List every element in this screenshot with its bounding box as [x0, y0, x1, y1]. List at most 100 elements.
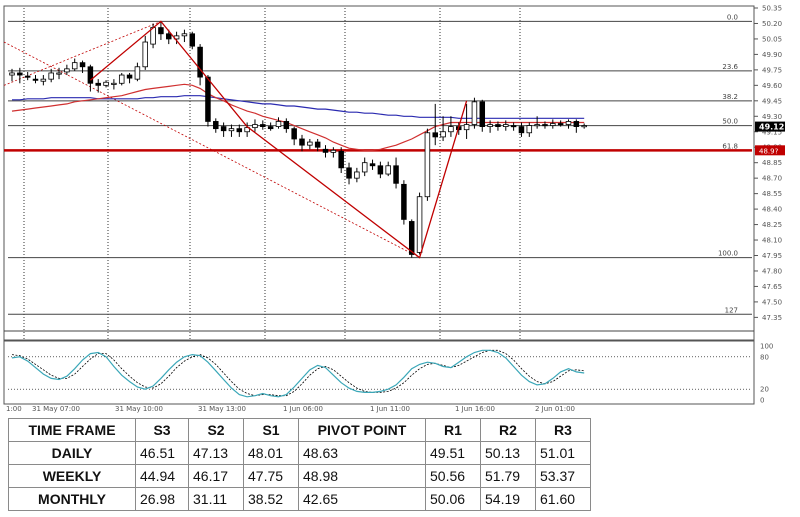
candle-body [495, 124, 501, 127]
candle-body [573, 121, 580, 127]
candle-body [24, 75, 31, 78]
candle-body [244, 127, 250, 133]
zigzag-line [89, 20, 468, 259]
candle [440, 116, 446, 142]
header-r2: R2 [480, 418, 536, 442]
candle-body [103, 81, 109, 86]
candle [56, 67, 62, 80]
candle [220, 122, 227, 137]
fib-level-label: 0.0 [727, 13, 738, 21]
price-tick-label: 47.50 [762, 298, 782, 306]
table-cell: 46.51 [135, 441, 189, 465]
candle [322, 145, 329, 158]
candle-body [534, 124, 540, 127]
candle-body [79, 62, 86, 68]
candle [166, 29, 172, 45]
price-tick-label: 47.80 [762, 267, 782, 275]
candle-body [369, 163, 376, 167]
price-axis: 50.35 50.20 50.05 49.90 49.75 49.60 49.45 49.30… [754, 5, 785, 322]
candle [252, 119, 258, 132]
candle-body [510, 125, 517, 128]
fib-level-label: 61.8 [722, 142, 738, 150]
fib-level-label: 127 [725, 306, 738, 314]
price-tick-label: 49.30 [762, 113, 782, 121]
candle [48, 68, 54, 83]
candle [189, 31, 196, 50]
time-axis: 1:00 31 May 07:00 31 May 10:00 31 May 13:00… [6, 405, 575, 413]
header-r1: R1 [425, 418, 481, 442]
table-cell: 50.56 [425, 464, 481, 488]
candle-body [166, 33, 172, 40]
candle [377, 161, 384, 179]
candle [9, 68, 15, 82]
candle-body [236, 128, 243, 133]
candle [416, 192, 423, 255]
time-tick-label: 31 May 07:00 [32, 405, 80, 413]
candle [369, 159, 376, 170]
candle [275, 117, 282, 129]
header-s3: S3 [135, 418, 189, 442]
candle-body [565, 121, 572, 125]
candle-body [503, 124, 509, 127]
candle-body [471, 101, 478, 125]
candle [118, 72, 125, 86]
candle-body [64, 68, 70, 73]
table-cell: 49.51 [425, 441, 481, 465]
candle-body [440, 131, 446, 138]
candle [503, 120, 509, 131]
candle-body [557, 123, 564, 126]
candle-body [393, 165, 399, 184]
time-tick-label: 1 Jun 06:00 [283, 405, 323, 413]
fib-level-label: 50.0 [722, 118, 738, 126]
candlesticks [9, 21, 587, 258]
candle-body [252, 124, 258, 129]
stoch-signal-line [11, 349, 585, 397]
table-cell: 61.60 [535, 487, 591, 511]
price-tick-label: 50.20 [762, 20, 782, 28]
stoch-tick-label: 20 [760, 386, 769, 394]
candle [526, 122, 533, 137]
candle [299, 134, 305, 152]
candle-body [118, 74, 125, 84]
candle-body [322, 148, 329, 153]
candle [291, 126, 297, 146]
price-tick-label: 49.90 [762, 51, 782, 59]
table-cell: 44.94 [135, 464, 189, 488]
candle-body [550, 123, 556, 126]
candle [142, 35, 148, 70]
table-cell: 51.01 [535, 441, 591, 465]
current-price-marker [755, 121, 785, 132]
candle [401, 180, 407, 225]
table-cell: 48.63 [298, 441, 426, 465]
moving-average-blue [12, 95, 585, 119]
candle-body [463, 124, 470, 131]
candle-body [314, 141, 321, 148]
candle-body [267, 126, 274, 130]
candle-body [338, 150, 344, 169]
candle [393, 157, 399, 189]
candle-body [299, 138, 305, 146]
stoch-tick-label: 80 [760, 353, 769, 361]
candle [24, 71, 31, 81]
candle-body [95, 82, 101, 86]
candle-body [487, 124, 493, 127]
header-pivot-point: PIVOT POINT [298, 418, 426, 442]
candle-body [526, 125, 533, 134]
candle [17, 67, 23, 84]
price-tick-label: 48.10 [762, 237, 782, 245]
table-cell: 26.98 [135, 487, 189, 511]
stochastic-oscillator: 100 80 20 0 [8, 343, 773, 405]
candle [448, 116, 454, 137]
candle [267, 122, 274, 131]
stoch-main-line [11, 349, 585, 398]
table-cell: 50.06 [425, 487, 481, 511]
candle [330, 147, 337, 158]
price-tick-label: 48.25 [762, 221, 782, 229]
candle-body [197, 46, 203, 78]
price-tick-label: 49.45 [762, 97, 782, 105]
candle [510, 122, 517, 131]
price-tick-label: 47.65 [762, 283, 782, 291]
candle [479, 99, 486, 132]
price-tick-label: 48.40 [762, 206, 782, 214]
time-tick-label: 31 May 13:00 [198, 405, 246, 413]
